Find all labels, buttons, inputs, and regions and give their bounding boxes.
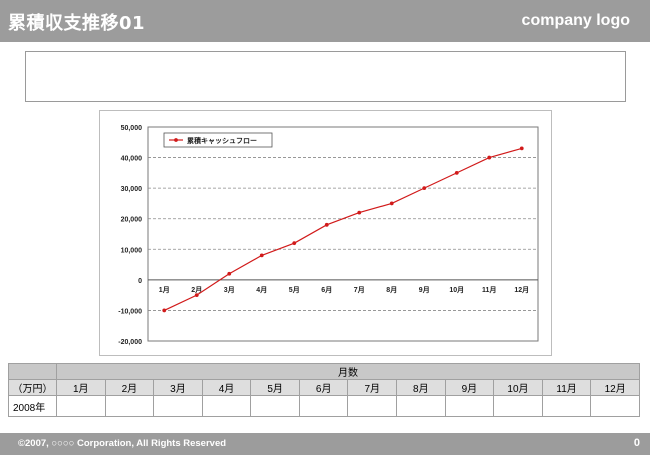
- table-cell[interactable]: [444, 395, 495, 417]
- y-tick-label: 50,000: [121, 125, 143, 132]
- data-table: 月数 （万円） 1月 2月 3月 4月 5月 6月 7月 8月 9月 10月 11月 12月 2008…: [8, 363, 640, 417]
- data-point: [324, 222, 329, 227]
- page-number: 0: [633, 437, 640, 449]
- column-header: 5月: [250, 379, 300, 396]
- y-tick-label: 10,000: [121, 247, 143, 254]
- column-header: 1月: [56, 379, 106, 396]
- column-header: 3月: [153, 379, 203, 396]
- x-tick-label: 5月: [289, 286, 300, 294]
- table-cell[interactable]: [590, 395, 640, 417]
- x-tick-label: 10月: [449, 286, 464, 294]
- data-point: [227, 271, 232, 276]
- data-point: [389, 201, 394, 206]
- unit-label: （万円）: [8, 379, 57, 396]
- column-header: 2月: [104, 379, 155, 396]
- company-logo: company logo: [521, 12, 630, 29]
- data-point: [292, 241, 297, 246]
- y-tick-label: 30,000: [121, 186, 143, 193]
- table-cell[interactable]: [153, 395, 203, 417]
- column-header: 6月: [298, 379, 349, 396]
- page-title: 累積収支推移01: [8, 13, 146, 34]
- header-bar: 累積収支推移01 company logo: [0, 0, 650, 42]
- data-point: [454, 170, 459, 175]
- column-header: 7月: [347, 379, 398, 396]
- y-tick-label: -10,000: [118, 308, 142, 315]
- x-tick-label: 7月: [354, 286, 365, 294]
- table-cell[interactable]: [493, 395, 543, 417]
- data-point: [487, 155, 492, 160]
- x-tick-label: 1月: [159, 286, 170, 294]
- x-tick-label: 11月: [482, 286, 496, 294]
- data-point: [357, 210, 362, 215]
- data-point: [422, 186, 427, 191]
- plot-area: [147, 126, 539, 342]
- legend-box: [163, 132, 273, 148]
- table-cell[interactable]: [250, 395, 300, 417]
- table-cell[interactable]: [298, 395, 349, 417]
- x-tick-label: 9月: [419, 286, 430, 294]
- column-header: 11月: [541, 379, 592, 396]
- column-header: 4月: [201, 379, 252, 396]
- table-cell[interactable]: [541, 395, 592, 417]
- month-group-header: 月数: [56, 363, 640, 380]
- legend-label: 累積キャッシュフロー: [187, 136, 257, 145]
- legend-marker: [174, 138, 178, 142]
- data-point: [162, 308, 167, 313]
- series-line: [163, 147, 522, 311]
- table-cell[interactable]: [56, 395, 106, 417]
- y-tick-label: 0: [138, 278, 142, 285]
- x-tick-label: 3月: [224, 286, 235, 294]
- line-chart: 50,000 40,000 30,000 20,000 10,000 0 -10,000 -2…: [118, 125, 539, 346]
- footer-bar: ©2007, ○○○○ Corporation, All Rights Rese…: [0, 433, 650, 455]
- column-header: 8月: [396, 379, 446, 396]
- column-header: 12月: [590, 379, 640, 396]
- data-point: [519, 146, 524, 151]
- x-tick-label: 2月: [191, 286, 202, 294]
- y-tick-label: 40,000: [121, 156, 143, 163]
- data-point: [194, 293, 199, 298]
- x-tick-label: 12月: [514, 286, 529, 294]
- table-cell[interactable]: [396, 395, 446, 417]
- table-cell[interactable]: [347, 395, 398, 417]
- comment-box[interactable]: [25, 51, 626, 102]
- table-corner: [8, 363, 57, 380]
- y-tick-label: 20,000: [121, 217, 143, 224]
- column-header: 9月: [444, 379, 495, 396]
- x-tick-label: 6月: [321, 286, 332, 294]
- table-cell[interactable]: [201, 395, 252, 417]
- table-cell[interactable]: [104, 395, 155, 417]
- column-header: 10月: [493, 379, 543, 396]
- table-row: 2008年: [8, 395, 640, 417]
- chart-frame: 50,000 40,000 30,000 20,000 10,000 0 -10,000 -2…: [99, 110, 552, 356]
- x-tick-label: 4月: [256, 286, 267, 294]
- copyright-text: ©2007, ○○○○ Corporation, All Rights Rese…: [18, 438, 227, 449]
- x-tick-label: 8月: [386, 286, 397, 294]
- data-point: [259, 253, 264, 258]
- y-tick-label: -20,000: [118, 339, 142, 346]
- row-label: 2008年: [8, 395, 57, 417]
